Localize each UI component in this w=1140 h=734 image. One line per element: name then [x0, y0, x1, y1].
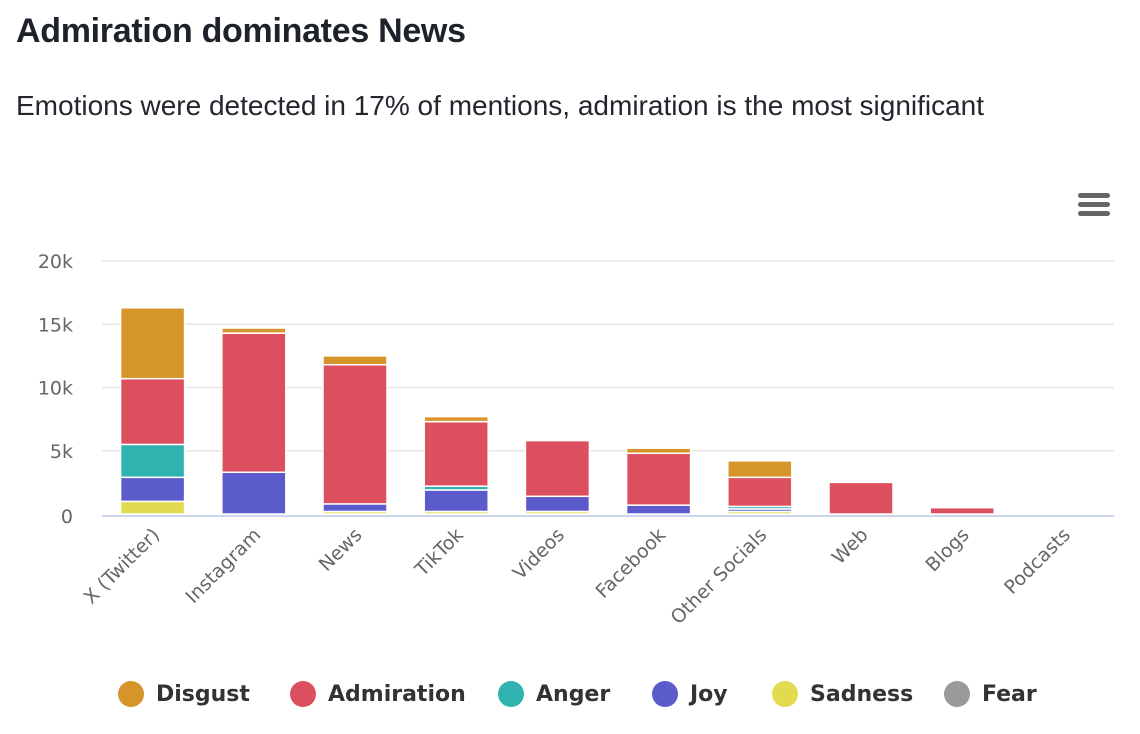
- bar-stack: [524, 439, 591, 515]
- bar-segment-disgust[interactable]: [423, 415, 489, 423]
- chart-menu-button[interactable]: [1076, 193, 1112, 223]
- bar-segment-joy[interactable]: [524, 495, 591, 513]
- bar-segment-admiration[interactable]: [119, 377, 186, 446]
- y-tick-label: 5k: [50, 441, 73, 463]
- y-axis: 0 5k 10k 15k 20k: [38, 251, 73, 528]
- legend-label: Joy: [690, 681, 728, 707]
- y-tick-label: 15k: [38, 314, 73, 336]
- legend-label: Admiration: [328, 681, 466, 707]
- x-tick-label: X (Twitter): [80, 524, 165, 609]
- chart-title: Admiration dominates News: [16, 12, 466, 50]
- legend-item-fear[interactable]: Fear: [944, 674, 1037, 714]
- x-tick-label: News: [315, 524, 367, 576]
- bar-segment-sadness[interactable]: [119, 500, 186, 515]
- bar-segment-admiration[interactable]: [625, 452, 692, 506]
- x-tick-label: Podcasts: [1000, 524, 1075, 599]
- bar-stack: [221, 327, 287, 515]
- x-axis: X (Twitter) Instagram News TikTok Videos Face…: [80, 524, 1075, 629]
- x-tick-label: Other Socials: [667, 524, 772, 629]
- legend-item-admiration[interactable]: Admiration: [290, 674, 466, 714]
- x-tick-label: Blogs: [921, 524, 973, 576]
- bar-stack: [322, 355, 388, 515]
- y-tick-label: 10k: [38, 378, 73, 400]
- bar-stack: [929, 506, 995, 515]
- bar-stack: [727, 460, 793, 515]
- bar-segment-joy[interactable]: [119, 476, 186, 503]
- legend-item-anger[interactable]: Anger: [498, 674, 610, 714]
- legend-dot-icon: [498, 681, 524, 707]
- bars: [119, 307, 995, 515]
- bar-stack: [828, 481, 894, 515]
- bar-segment-admiration[interactable]: [423, 420, 489, 487]
- bar-stack: [423, 415, 489, 515]
- bar-segment-disgust[interactable]: [625, 447, 692, 455]
- bar-segment-admiration[interactable]: [828, 481, 894, 515]
- bar-segment-disgust[interactable]: [221, 327, 287, 334]
- bar-stack: [119, 307, 186, 515]
- bar-segment-admiration[interactable]: [221, 332, 287, 474]
- legend-dot-icon: [772, 681, 798, 707]
- bar-segment-admiration[interactable]: [524, 439, 591, 498]
- legend: Disgust Admiration Anger Joy Sadness Fear: [0, 674, 1140, 714]
- y-tick-label: 20k: [38, 251, 73, 273]
- x-tick-label: TikTok: [410, 524, 467, 581]
- legend-label: Disgust: [156, 681, 250, 707]
- bar-segment-joy[interactable]: [625, 504, 692, 515]
- legend-dot-icon: [652, 681, 678, 707]
- legend-label: Anger: [536, 681, 611, 707]
- bar-segment-admiration[interactable]: [322, 363, 388, 505]
- legend-label: Sadness: [810, 681, 914, 707]
- legend-dot-icon: [118, 681, 144, 707]
- chart-subtitle: Emotions were detected in 17% of mention…: [16, 90, 985, 121]
- bar-segment-admiration[interactable]: [929, 506, 995, 515]
- bar-segment-joy[interactable]: [221, 471, 287, 515]
- bar-segment-joy[interactable]: [322, 503, 388, 513]
- legend-item-sadness[interactable]: Sadness: [772, 674, 913, 714]
- bar-segment-disgust[interactable]: [322, 355, 388, 366]
- bar-segment-joy[interactable]: [423, 489, 489, 513]
- bar-segment-admiration[interactable]: [727, 476, 793, 508]
- bar-segment-disgust[interactable]: [119, 307, 186, 380]
- legend-item-joy[interactable]: Joy: [652, 674, 728, 714]
- bar-stack: [625, 447, 692, 515]
- legend-label: Fear: [982, 681, 1037, 707]
- x-tick-label: Instagram: [181, 524, 265, 608]
- hamburger-menu-icon: [1076, 193, 1112, 216]
- legend-dot-icon: [944, 681, 970, 707]
- x-tick-label: Videos: [509, 524, 569, 584]
- stacked-bar-chart: 0 5k 10k 15k 20k X (Twitter) Instagram News Tik…: [38, 251, 1114, 629]
- legend-dot-icon: [290, 681, 316, 707]
- bar-segment-disgust[interactable]: [727, 460, 793, 479]
- bar-segment-anger[interactable]: [119, 443, 186, 479]
- y-tick-label: 0: [61, 506, 73, 528]
- x-tick-label: Facebook: [591, 524, 670, 603]
- x-tick-label: Web: [828, 524, 873, 569]
- legend-item-disgust[interactable]: Disgust: [118, 674, 250, 714]
